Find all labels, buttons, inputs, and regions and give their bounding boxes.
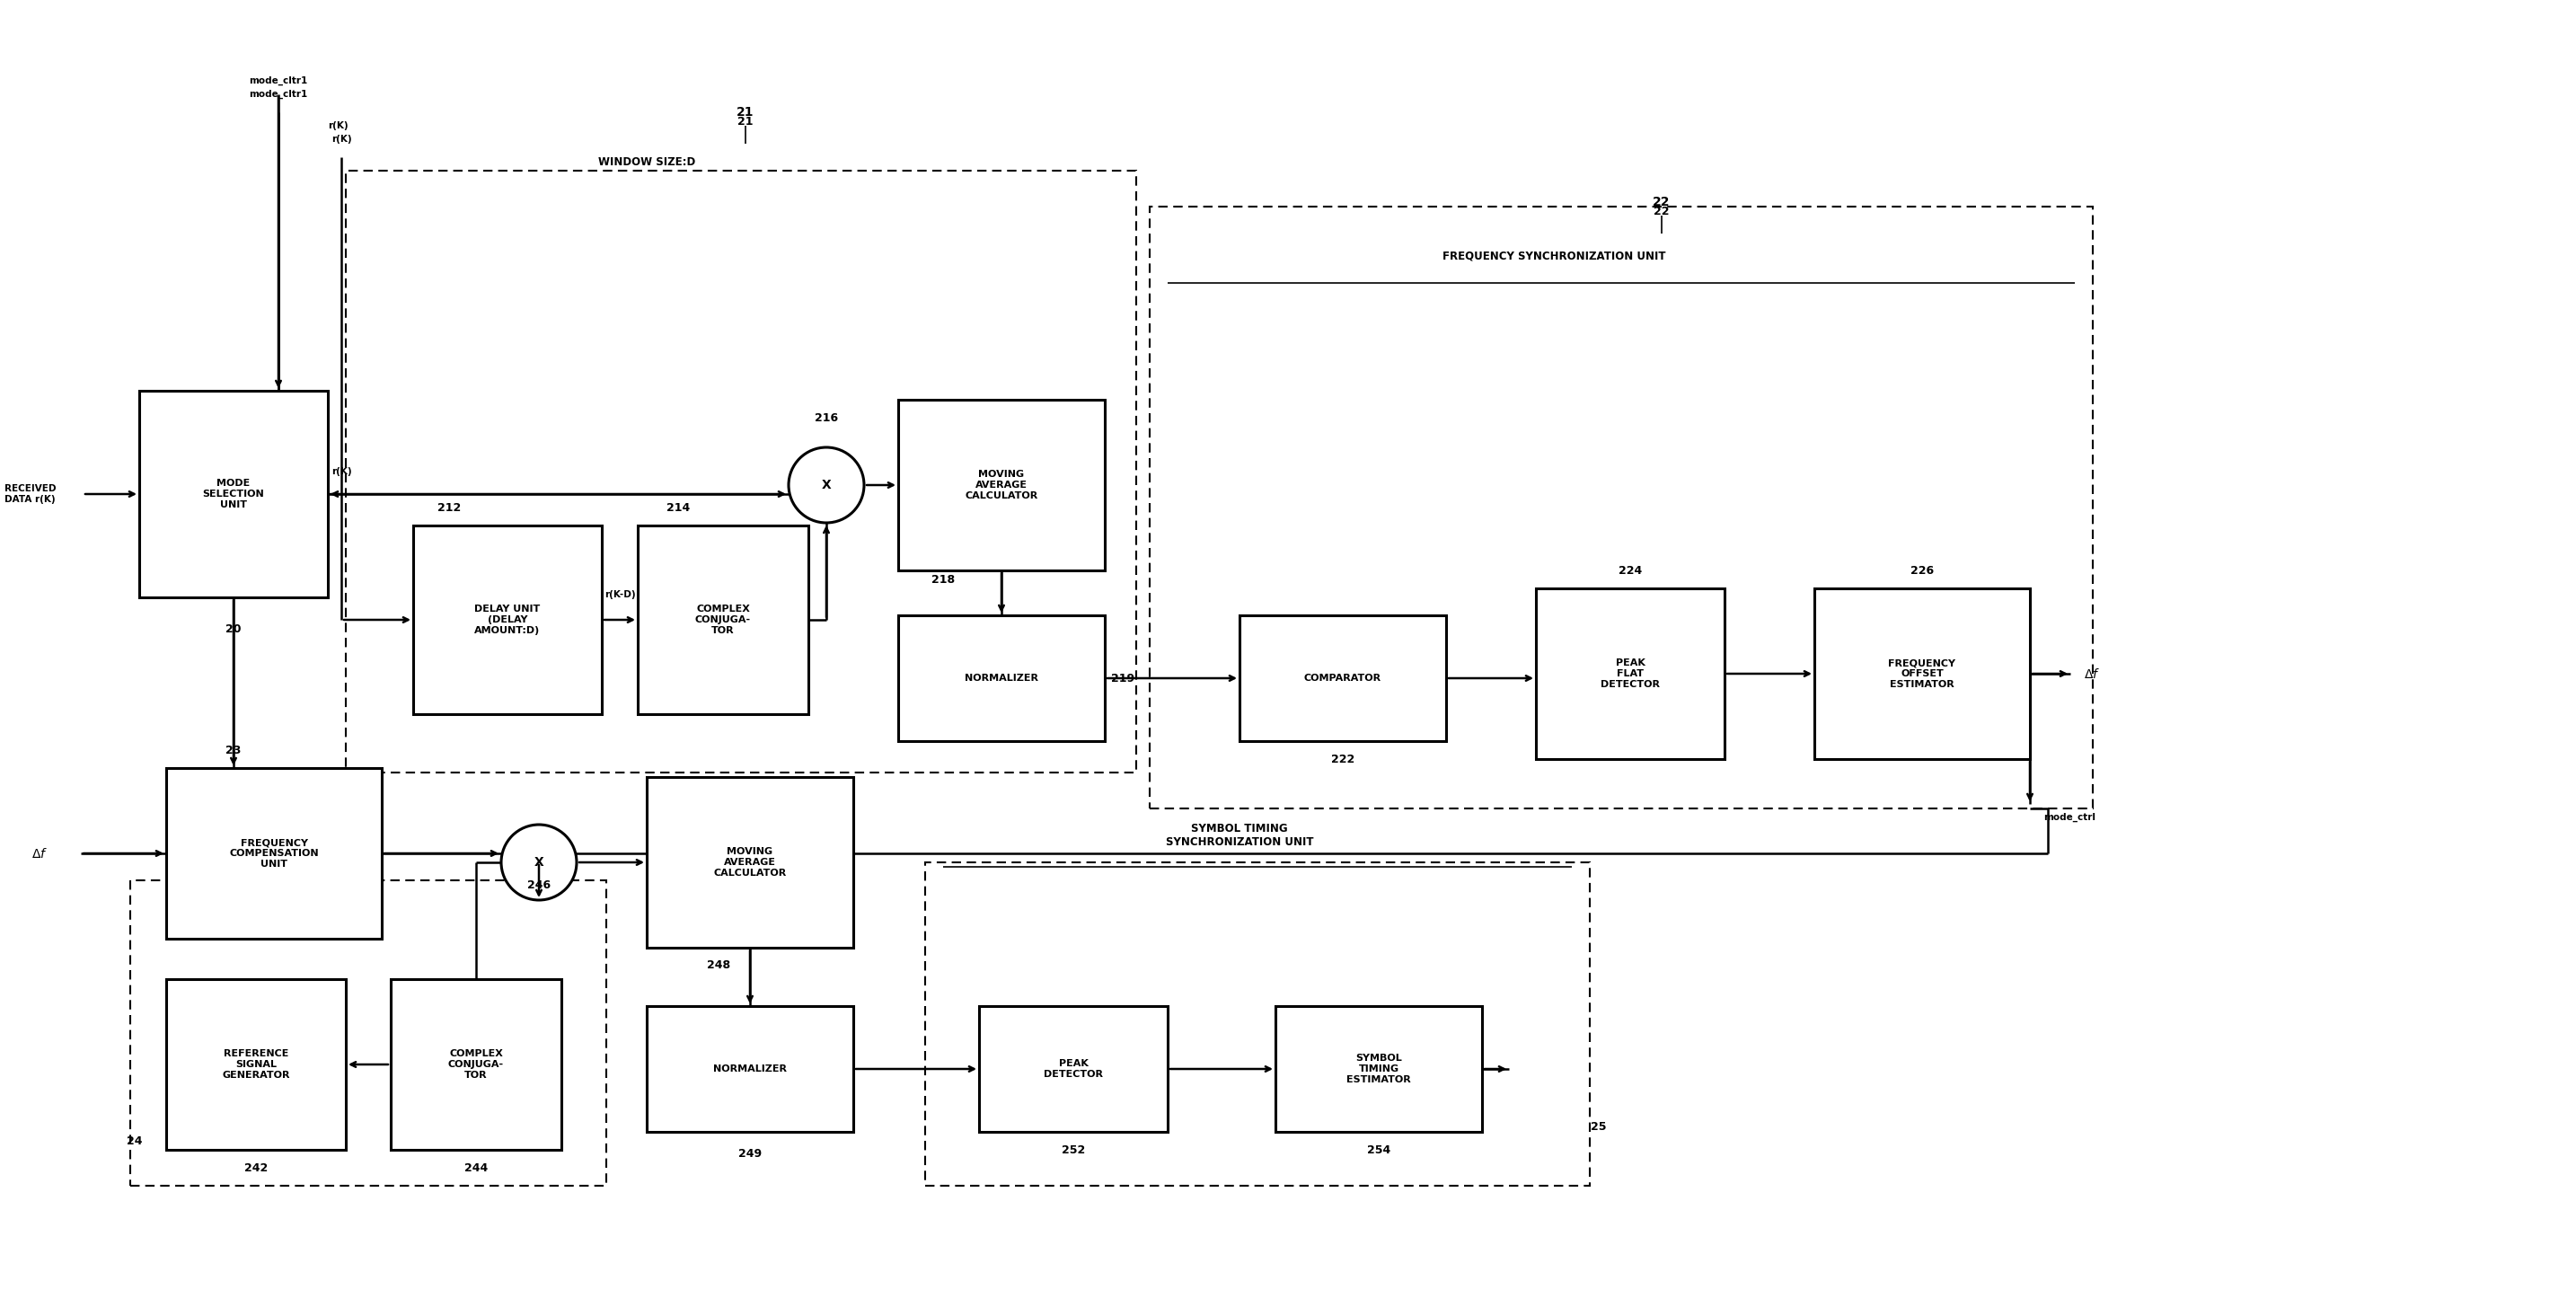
Text: 254: 254 [1368,1144,1391,1155]
Text: SYMBOL TIMING
SYNCHRONIZATION UNIT: SYMBOL TIMING SYNCHRONIZATION UNIT [1164,823,1314,848]
Bar [167,979,345,1150]
Bar [647,778,853,948]
Text: NORMALIZER: NORMALIZER [714,1064,786,1073]
Bar [1814,588,2030,759]
Bar [639,525,809,714]
Bar [925,863,1589,1185]
Circle shape [788,447,863,523]
Circle shape [502,825,577,901]
Text: 224: 224 [1618,565,1641,576]
Text: r(K-D): r(K-D) [605,591,636,599]
Text: COMPLEX
CONJUGA-
TOR: COMPLEX CONJUGA- TOR [696,605,752,635]
Text: FREQUENCY
COMPENSATION
UNIT: FREQUENCY COMPENSATION UNIT [229,839,319,868]
Text: MOVING
AVERAGE
CALCULATOR: MOVING AVERAGE CALCULATOR [714,847,786,877]
Text: DELAY UNIT
(DELAY
AMOUNT:D): DELAY UNIT (DELAY AMOUNT:D) [474,605,541,635]
Text: 252: 252 [1061,1144,1084,1155]
Bar [167,769,381,938]
Text: 24: 24 [126,1134,142,1146]
Text: 222: 222 [1332,753,1355,765]
Text: 244: 244 [464,1162,487,1174]
Bar [139,391,327,597]
Bar [899,400,1105,570]
Text: r(K): r(K) [332,135,350,144]
Text: RECEIVED
DATA r(K): RECEIVED DATA r(K) [5,485,57,503]
Text: 22: 22 [1654,196,1669,208]
Text: r(K): r(K) [327,122,348,131]
Text: FREQUENCY SYNCHRONIZATION UNIT: FREQUENCY SYNCHRONIZATION UNIT [1443,250,1667,261]
Text: 248: 248 [706,959,729,971]
Bar [392,979,562,1150]
Text: 242: 242 [245,1162,268,1174]
Text: WINDOW SIZE:D: WINDOW SIZE:D [598,156,696,167]
Text: X: X [822,478,832,491]
Text: 23: 23 [227,744,242,755]
Text: 25: 25 [1592,1121,1607,1133]
Text: PEAK
DETECTOR: PEAK DETECTOR [1043,1059,1103,1078]
Bar [1275,1006,1481,1132]
Text: PEAK
FLAT
DETECTOR: PEAK FLAT DETECTOR [1600,659,1659,689]
Text: 226: 226 [1911,565,1935,576]
Bar [1535,588,1723,759]
Text: mode_cltr1: mode_cltr1 [250,90,307,99]
Bar [899,616,1105,741]
Bar [979,1006,1167,1132]
Text: 249: 249 [739,1149,762,1161]
Text: $\Delta f$: $\Delta f$ [31,847,49,860]
Text: MOVING
AVERAGE
CALCULATOR: MOVING AVERAGE CALCULATOR [966,471,1038,501]
Text: mode_cltr1: mode_cltr1 [250,76,307,85]
Text: COMPARATOR: COMPARATOR [1303,673,1381,682]
Text: 21: 21 [737,115,752,127]
Text: 216: 216 [814,412,837,423]
Text: 212: 212 [438,502,461,514]
Bar [345,171,1136,772]
Text: X: X [533,856,544,869]
Text: 22: 22 [1654,205,1669,217]
Text: 20: 20 [227,623,242,635]
Text: NORMALIZER: NORMALIZER [963,673,1038,682]
Text: MODE
SELECTION
UNIT: MODE SELECTION UNIT [204,480,265,508]
Text: $\Delta f$: $\Delta f$ [2084,667,2099,681]
Bar [131,881,605,1185]
Text: REFERENCE
SIGNAL
GENERATOR: REFERENCE SIGNAL GENERATOR [222,1050,291,1080]
Bar [647,1006,853,1132]
Bar [1149,207,2092,809]
Text: COMPLEX
CONJUGA-
TOR: COMPLEX CONJUGA- TOR [448,1050,505,1080]
Text: 219: 219 [1110,672,1133,684]
Text: 21: 21 [737,106,755,119]
Text: FREQUENCY
OFFSET
ESTIMATOR: FREQUENCY OFFSET ESTIMATOR [1888,659,1955,689]
Text: 214: 214 [667,502,690,514]
Text: mode_ctrl: mode_ctrl [2043,813,2094,822]
Text: 246: 246 [528,880,551,890]
Text: 218: 218 [933,574,956,586]
Text: r(K): r(K) [332,467,350,476]
Bar [412,525,603,714]
Bar [1239,616,1445,741]
Text: SYMBOL
TIMING
ESTIMATOR: SYMBOL TIMING ESTIMATOR [1347,1053,1412,1084]
